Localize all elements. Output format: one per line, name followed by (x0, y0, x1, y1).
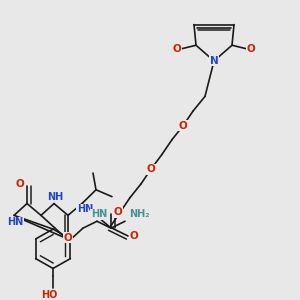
Text: HO: HO (41, 290, 57, 300)
Text: NH: NH (47, 192, 63, 202)
Text: HN: HN (7, 217, 23, 227)
Text: N: N (210, 56, 218, 66)
Text: O: O (247, 44, 255, 54)
Text: HN: HN (77, 205, 93, 214)
Text: HN: HN (91, 209, 107, 219)
Text: NH₂: NH₂ (129, 209, 149, 219)
Text: O: O (178, 121, 188, 131)
Text: O: O (64, 233, 72, 243)
Text: O: O (147, 164, 155, 174)
Text: O: O (172, 44, 182, 54)
Text: O: O (16, 179, 24, 189)
Text: O: O (114, 207, 122, 218)
Text: O: O (130, 231, 138, 241)
